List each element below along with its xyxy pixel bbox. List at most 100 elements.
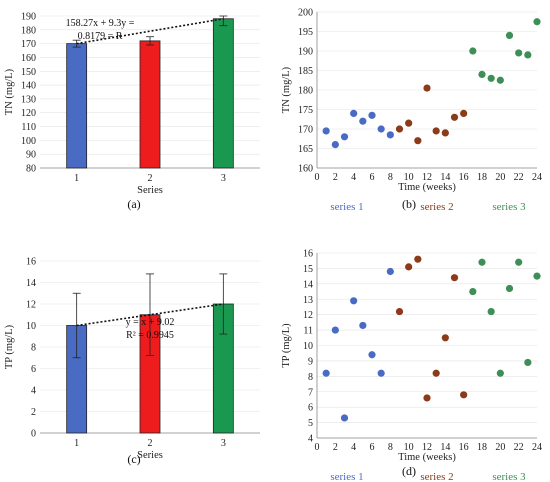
chart-d-ylabel: TP (mg/L) [281,323,292,368]
chart-d-legend-series-3: series 3 [492,471,526,482]
chart-a-ytick-label: 180 [21,25,36,36]
chart-d-xtick-label: 16 [459,442,469,453]
chart-a-bar [212,18,234,169]
chart-b-xtick-label: 24 [532,172,542,183]
chart-c-ytick-label: 12 [26,300,36,311]
chart-d-point [460,391,468,399]
chart-b-point [487,74,495,82]
chart-d-point [505,284,514,293]
chart-d-point [432,369,440,377]
chart-d-ytick-label: 12 [303,310,313,321]
chart-b-point [450,113,459,121]
chart-b-ytick-label: 200 [298,8,313,19]
chart-b-xtick-label: 4 [351,172,356,183]
chart-b-ylabel: TN (mg/L) [281,66,292,113]
chart-b-point [331,141,339,149]
chart-b-xtick-label: 6 [370,172,375,183]
chart-a-ytick-label: 190 [21,12,36,23]
chart-b-point [469,47,477,55]
chart-b-xtick-label: 12 [422,172,432,183]
chart-a-ytick-label: 170 [21,39,36,50]
chart-b-xtick-label: 10 [404,172,414,183]
chart-b-point [496,76,504,84]
chart-c-ytick-label: 16 [26,257,36,268]
chart-d-point [441,334,449,342]
chart-a-ytick-label: 90 [26,150,36,161]
chart-d-ytick-label: 5 [308,418,313,429]
chart-a-trendline [76,17,224,45]
chart-c-xtick-label: 2 [148,438,153,449]
chart-a-tn-bar: 80 90 100 110 120 130 140 150 160 170 180 190 TN (mg… [4,12,260,211]
chart-a-xlabel: Series [137,185,163,196]
chart-d-point [322,369,330,377]
chart-b-point [386,131,394,139]
chart-b-point [350,109,358,117]
chart-d-point [405,263,413,271]
chart-b-point [322,127,330,135]
chart-d-xtick-label: 6 [370,442,375,453]
chart-b-point [432,127,440,135]
chart-b-xtick-label: 20 [495,172,505,183]
chart-d-point [368,351,376,359]
chart-a-ytick-label: 150 [21,67,36,78]
chart-b-point [441,129,449,137]
chart-d-xtick-label: 0 [315,442,320,453]
chart-d-ytick-label: 7 [308,387,313,398]
chart-b-xtick-label: 0 [315,172,320,183]
chart-b-ytick-label: 180 [298,86,313,97]
chart-d-point [515,258,523,266]
chart-c-ytick-label: 6 [31,364,36,375]
chart-d-point [533,272,541,280]
chart-c-ytick-label: 2 [31,407,36,418]
chart-d-point [331,326,339,334]
chart-d-ytick-label: 6 [308,403,313,414]
chart-a-ytick-label: 110 [21,122,36,133]
chart-b-xlabel: Time (weeks) [398,182,456,193]
chart-d-xtick-label: 22 [514,442,524,453]
chart-d-xtick-label: 18 [477,442,487,453]
chart-b-point [414,137,422,145]
chart-c-ylabel: TP (mg/L) [4,324,15,369]
chart-a-xtick-label: 1 [74,173,79,184]
chart-b-xtick-label: 16 [459,172,469,183]
chart-d-legend-series-1: series 1 [330,471,363,482]
panel-label-c: (c) [127,452,140,466]
chart-d-ytick-label: 13 [303,295,313,306]
chart-d-point [496,369,504,377]
chart-a-trendline-equation: 158.27x + 9.3y = [66,18,135,29]
chart-c-xlabel: Series [137,450,163,461]
chart-d-point [377,369,385,377]
chart-d-ytick-label: 10 [303,341,313,352]
chart-d-point [524,358,532,367]
chart-d-point [478,258,486,266]
chart-c-trendline [76,303,224,327]
chart-b-point [359,117,367,125]
chart-b-point [423,84,431,92]
chart-b-xtick-label: 18 [477,172,487,183]
chart-b-ytick-label: 195 [298,27,313,38]
chart-b-point [368,111,376,119]
chart-b-ytick-label: 165 [298,144,313,155]
chart-b-xtick-label: 22 [514,172,524,183]
chart-a-bar [66,43,88,169]
chart-d-xtick-label: 4 [351,442,356,453]
chart-c-xtick-label: 1 [74,438,79,449]
chart-b-point [524,51,532,59]
chart-c-ytick-label: 10 [26,321,36,332]
chart-a-ytick-label: 160 [21,53,36,64]
chart-a-bar [139,40,161,169]
chart-d-point [450,274,459,282]
chart-a-ytick-label: 80 [26,164,36,175]
chart-b-point [515,49,523,57]
panel-label-a: (a) [127,197,140,211]
chart-c-trendline-equation: y = x + 9.02 [126,317,175,328]
chart-d-xlabel: Time (weeks) [398,452,456,463]
chart-a-ytick-label: 130 [21,94,36,105]
chart-d-point [359,321,367,330]
chart-d-ytick-label: 4 [308,434,313,445]
panel-label-b: (b) [402,197,416,211]
chart-b-xtick-label: 14 [440,172,450,183]
chart-c-ytick-label: 8 [31,343,36,354]
chart-c-trendline-equation: R² = 0.9945 [126,330,174,341]
chart-b-ytick-label: 175 [298,105,313,116]
